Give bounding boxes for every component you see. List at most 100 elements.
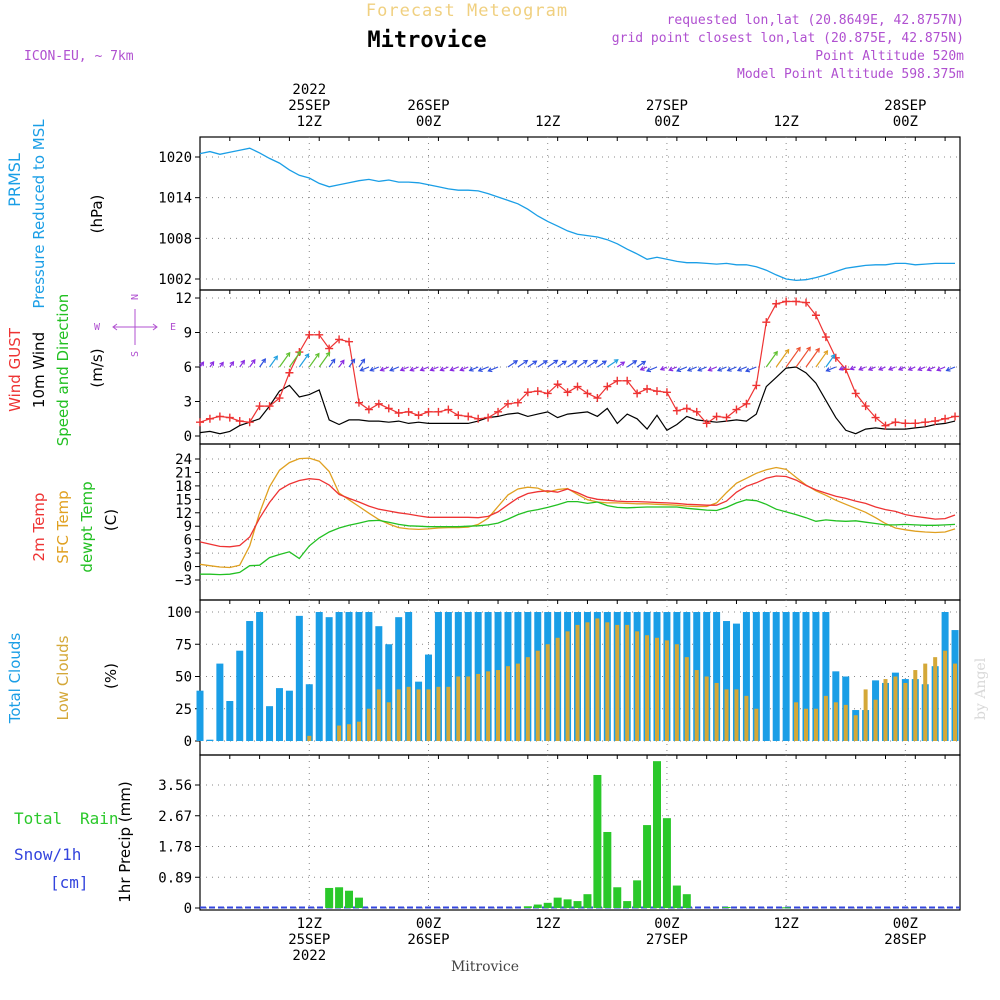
wind-arrow-head — [250, 358, 256, 364]
gust-marker — [633, 389, 642, 398]
gust-marker — [484, 413, 493, 422]
gust-marker — [305, 330, 314, 339]
wind-arrow — [507, 360, 518, 368]
gust-marker — [494, 407, 503, 416]
panel-frame — [199, 136, 961, 291]
top-time-label: 00Z — [654, 114, 679, 130]
wind-arrow — [360, 366, 370, 372]
y-tick-label: 24 — [175, 452, 192, 468]
gust-marker — [851, 389, 860, 398]
low-cloud-bar — [823, 695, 828, 741]
low-cloud-bar — [575, 624, 580, 741]
y-tick-label: 15 — [175, 492, 192, 508]
wind-arrow — [676, 366, 688, 372]
wind-arrow-head — [796, 346, 801, 352]
low-cloud-bar — [505, 666, 510, 741]
y-tick-label: 0 — [184, 734, 192, 750]
low-cloud-bar — [813, 708, 818, 741]
gust-marker — [325, 344, 334, 353]
rain-bar — [533, 904, 542, 908]
wind-arrow-head — [736, 366, 742, 372]
rain-bar — [682, 894, 691, 908]
wind-arrow-head — [825, 367, 831, 373]
wind-arrow — [380, 366, 389, 371]
compass-s: S — [130, 351, 141, 357]
y-tick-label: 1002 — [158, 272, 192, 288]
gust-marker — [901, 419, 910, 428]
gust-marker — [474, 414, 483, 423]
gust-marker — [702, 419, 711, 428]
wind-arrow — [646, 366, 658, 372]
wind-arrow — [825, 354, 836, 368]
gust-marker — [881, 421, 890, 430]
gust-marker — [414, 411, 423, 420]
wind-arrow-head — [553, 359, 559, 365]
wind-arrow — [669, 366, 678, 371]
top-time-label: 00Z — [416, 114, 441, 130]
low-cloud-bar — [605, 622, 610, 741]
wind-arrow-head — [645, 367, 652, 373]
total-cloud-bar — [196, 690, 204, 741]
wind-arrow-head — [707, 366, 713, 372]
wind-arrow-head — [459, 366, 465, 372]
low-cloud-bar — [704, 676, 709, 741]
gust-marker — [345, 337, 354, 346]
wind-arrow-head — [339, 359, 345, 365]
gust-marker — [384, 404, 393, 413]
rain-bar — [583, 894, 592, 908]
low-cloud-bar — [366, 708, 371, 741]
low-cloud-bar — [943, 650, 948, 741]
wind-arrow — [278, 352, 291, 368]
snow-label: Snow/1h — [14, 845, 81, 864]
top-time-label: 26SEP — [407, 98, 449, 114]
low-cloud-bar — [456, 676, 461, 741]
top-time-label: 25SEP — [288, 98, 330, 114]
total-cloud-bar — [325, 617, 333, 741]
wind-arrow-head — [784, 348, 790, 354]
wind-arrow-head — [582, 359, 588, 365]
gust-marker — [205, 414, 214, 423]
low-cloud-bar — [406, 686, 411, 741]
wind-arrow — [527, 360, 537, 368]
wind-arrow-head — [936, 366, 942, 372]
wind-arrow-head — [468, 366, 474, 372]
wind-arrow — [410, 366, 419, 371]
total-cloud-bar — [723, 621, 731, 741]
gust-marker — [662, 388, 671, 397]
top-time-label: 2022 — [292, 82, 326, 98]
wind-arrow — [908, 366, 916, 371]
footer-place: Mitrovice — [451, 959, 519, 975]
wind-arrow — [717, 366, 727, 372]
total-cloud-bar — [335, 612, 343, 741]
gust-marker — [196, 418, 204, 427]
low-cloud-bar — [436, 686, 441, 741]
wind-arrow — [946, 366, 956, 372]
y-tick-label: −3 — [175, 573, 192, 589]
y-tick-label: 25 — [175, 702, 192, 718]
wind-arrow — [587, 359, 598, 368]
y-tick-label: 21 — [175, 465, 192, 481]
wind-arrow-head — [240, 359, 245, 365]
low-cloud-bar — [595, 618, 600, 741]
gust-marker — [573, 382, 582, 391]
total-cloud-bar — [812, 612, 820, 741]
model-altitude: Model Point Altitude 598.375m — [737, 67, 964, 82]
y-tick-label: 50 — [175, 670, 192, 686]
y-tick-label: 100 — [167, 605, 192, 621]
total-cloud-bar — [434, 612, 442, 741]
y-tick-label: 75 — [175, 637, 192, 653]
gust-marker — [444, 405, 453, 414]
rain-bar — [672, 885, 681, 908]
wind-arrow-head — [907, 366, 913, 371]
wind-arrow — [308, 353, 320, 368]
pressure-label-1: PRMSL — [5, 153, 24, 207]
gust-marker — [792, 297, 801, 306]
wind-arrow-head — [409, 366, 415, 372]
gust-marker — [722, 413, 731, 422]
low-cloud-bar — [545, 644, 550, 741]
wind-arrow-head — [229, 360, 235, 366]
wind-unit: (m/s) — [88, 348, 106, 387]
top-time-label: 00Z — [893, 114, 918, 130]
wind-panel: 0 3 6 9 12 Wind GUST 10m Wind Speed and Directi… — [6, 289, 961, 446]
gust-marker — [782, 297, 791, 306]
